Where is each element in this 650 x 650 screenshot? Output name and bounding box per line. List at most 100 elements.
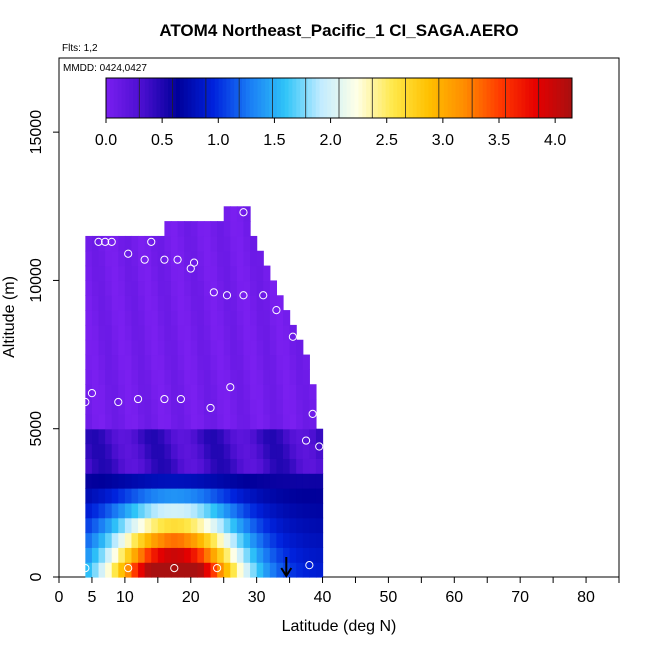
curtain-cell (184, 310, 192, 326)
colorbar-segment (121, 78, 126, 118)
curtain-cell (276, 547, 284, 563)
curtain-cell (184, 532, 192, 548)
curtain-cell (217, 488, 225, 504)
sample-point (301, 436, 311, 445)
curtain-cell (124, 354, 133, 370)
curtain-cell (105, 295, 113, 311)
colorbar-tick-label: 1.0 (207, 132, 229, 149)
colorbar-segment (350, 78, 356, 118)
curtain-cell (98, 547, 106, 563)
curtain-cell (151, 265, 159, 282)
curtain-cell (144, 384, 152, 400)
curtain-cell (289, 413, 297, 430)
colorbar-segment (568, 78, 573, 118)
curtain-cell (118, 369, 126, 385)
curtain-cell (309, 502, 317, 519)
colorbar: 0.0 0.5 1.0 1.5 2.0 2.5 3.0 3.5 4.0 (95, 77, 573, 149)
curtain-cell (296, 443, 304, 459)
sample-point (176, 394, 185, 404)
curtain-cell (302, 517, 310, 534)
curtain-cell (289, 532, 297, 548)
colorbar-segment (261, 78, 266, 118)
curtain-cell (91, 562, 100, 578)
curtain-cell (269, 502, 278, 519)
curtain-cell (91, 324, 100, 341)
curtain-cell (256, 488, 264, 504)
curtain-cell (289, 517, 297, 534)
curtain-cell (309, 413, 317, 430)
curtain-cell (124, 280, 133, 296)
curtain-cell (157, 384, 166, 400)
curtain-cell (184, 399, 192, 415)
curtain-cell (250, 354, 258, 370)
curtain-cell (190, 354, 198, 370)
curtain-cell (98, 250, 106, 267)
curtain-cell (85, 428, 93, 445)
curtain-cell (230, 280, 238, 296)
curtain-cell (151, 295, 159, 311)
colorbar-segment (203, 78, 208, 118)
curtain-cell (210, 250, 218, 267)
curtain-cell (124, 502, 133, 519)
curtain-cell (276, 488, 284, 504)
curtain-cell (223, 369, 231, 385)
curtain-cell (98, 399, 106, 415)
curtain-cell (217, 250, 225, 267)
curtain-cell (223, 280, 231, 296)
curtain-cell (236, 221, 245, 237)
colorbar-tick-label: 0.0 (95, 132, 117, 149)
colorbar-segment (241, 78, 247, 118)
curtain-cell (289, 324, 297, 341)
curtain-cell (131, 310, 139, 326)
curtain-cell (164, 280, 172, 296)
curtain-cell (223, 250, 231, 267)
curtain-cell (131, 384, 139, 400)
curtain-cell (276, 295, 284, 311)
curtain-cell (124, 399, 133, 415)
curtain-cell (250, 384, 258, 400)
curtain-cell (124, 384, 133, 400)
colorbar-segment (420, 78, 425, 118)
colorbar-segment (521, 78, 526, 118)
curtain-cell (210, 458, 218, 474)
curtain-cell (263, 339, 271, 356)
colorbar-segment (455, 78, 460, 118)
colorbar-segment (315, 78, 321, 118)
curtain-cell (144, 413, 152, 430)
colorbar-tick-label: 3.5 (488, 132, 510, 149)
curtain-cell (230, 324, 238, 341)
curtain-cell (197, 250, 205, 267)
curtain-cell (164, 443, 172, 459)
colorbar-segment (381, 78, 387, 118)
curtain-cell (98, 532, 106, 548)
curtain-cell (283, 310, 291, 326)
sample-point (81, 397, 90, 407)
curtain-cell (184, 517, 192, 534)
flights-note: Flts: 1,2 (62, 43, 98, 54)
curtain-cell (296, 488, 304, 504)
curtain-cell (131, 324, 139, 341)
curtain-cell (157, 532, 166, 548)
colorbar-segment (556, 78, 561, 118)
curtain-cell (98, 413, 106, 430)
curtain-cell (197, 473, 205, 489)
curtain-cell (203, 369, 212, 385)
curtain-cell (250, 517, 258, 534)
curtain-cell (184, 235, 192, 252)
curtain-cell (91, 502, 100, 519)
curtain-cell (151, 280, 159, 296)
curtain-cell (91, 532, 100, 548)
curtain-cell (131, 354, 139, 370)
colorbar-tick-label: 2.5 (376, 132, 398, 149)
curtain-cell (263, 324, 271, 341)
curtain-cell (269, 517, 278, 534)
curtain-cell (171, 562, 179, 578)
curtain-cell (118, 502, 126, 519)
curtain-cell (296, 354, 304, 370)
curtain-cell (269, 310, 278, 326)
curtain-cell (105, 547, 113, 563)
curtain-cell (98, 354, 106, 370)
curtain-cell (85, 369, 93, 385)
sample-point (94, 237, 103, 246)
curtain-cell (210, 532, 218, 548)
